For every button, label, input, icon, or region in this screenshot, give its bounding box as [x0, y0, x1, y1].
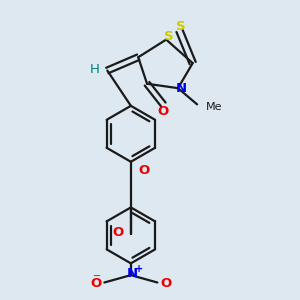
Text: N: N	[176, 82, 187, 95]
Text: H: H	[90, 62, 100, 76]
Text: O: O	[160, 278, 172, 290]
Text: +: +	[135, 264, 143, 274]
Text: S: S	[176, 20, 186, 33]
Text: O: O	[90, 278, 101, 290]
Text: O: O	[158, 105, 169, 118]
Text: S: S	[164, 30, 174, 43]
Text: O: O	[112, 226, 124, 239]
Text: O: O	[138, 164, 149, 177]
Text: Me: Me	[206, 102, 222, 112]
Text: −: −	[93, 271, 101, 281]
Text: N: N	[127, 267, 138, 280]
